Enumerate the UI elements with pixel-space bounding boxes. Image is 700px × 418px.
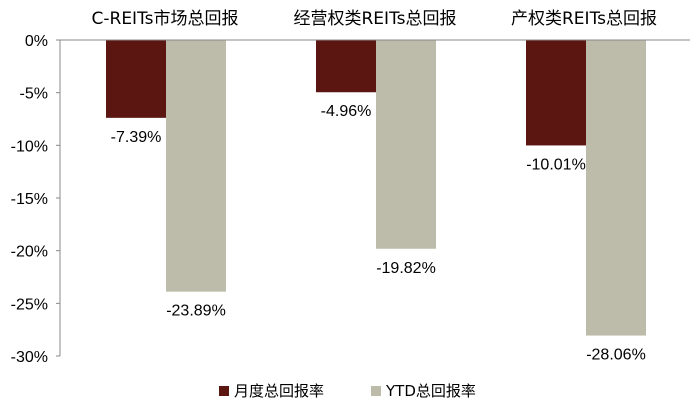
data-label: -10.01% [526,156,586,173]
data-label: -19.82% [376,260,436,277]
data-label: -7.39% [111,129,162,146]
category-label-0: C-REITs市场总回报 [92,9,239,29]
y-tick-label: -20% [11,244,48,261]
bars [106,40,646,336]
legend-label-ytd: YTD总回报率 [385,382,476,400]
legend-swatch-ytd [371,386,381,396]
data-label: -23.89% [166,303,226,320]
y-tick-label: 0% [25,33,48,50]
legend: 月度总回报率 YTD总回报率 [219,382,476,400]
data-label: -4.96% [321,103,372,120]
legend-label-monthly: 月度总回报率 [234,382,324,400]
data-labels: -7.39% -23.89% -4.96% -19.82% -10.01% -28.06% [111,103,646,363]
bar-ytd [376,40,436,249]
category-labels: C-REITs市场总回报 经营权类REITs总回报 产权类REITs总回报 [92,9,658,29]
bar-ytd [166,40,226,292]
category-label-2: 产权类REITs总回报 [511,9,657,29]
y-tick-label: -25% [11,296,48,313]
y-axis-tick-labels: 0% -5% -10% -15% -20% -25% -30% [11,33,60,366]
category-label-1: 经营权类REITs总回报 [294,9,457,29]
bar-monthly [106,40,166,118]
y-tick-label: -10% [11,138,48,155]
bar-monthly [316,40,376,93]
bar-monthly [526,40,586,146]
legend-swatch-monthly [219,386,229,396]
y-tick-label: -5% [20,86,48,103]
y-tick-label: -30% [11,349,48,366]
data-label: -28.06% [586,347,646,364]
y-tick-label: -15% [11,191,48,208]
bar-ytd [586,40,646,336]
